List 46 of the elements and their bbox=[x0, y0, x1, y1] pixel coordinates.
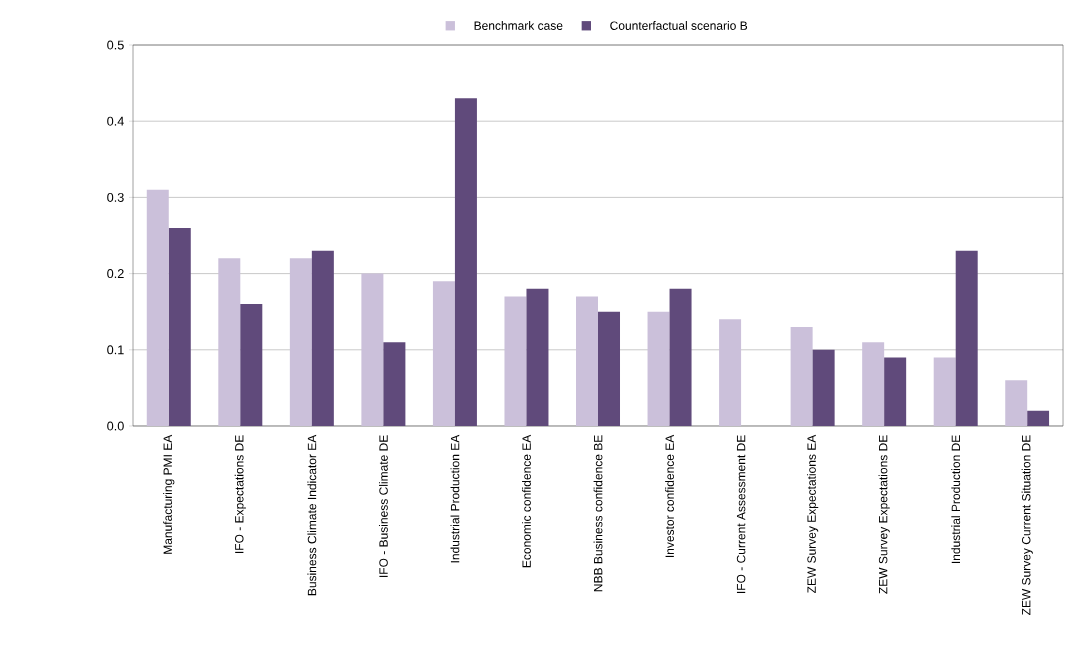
bar bbox=[719, 319, 742, 426]
x-tick-label: Economic confidence EA bbox=[522, 434, 531, 568]
bar bbox=[383, 342, 406, 426]
bar bbox=[933, 357, 956, 426]
y-tick-label: 0.4 bbox=[107, 116, 124, 126]
y-tick-label: 0.5 bbox=[107, 40, 124, 50]
bar bbox=[669, 288, 692, 426]
y-tick-label: 0.2 bbox=[107, 269, 124, 279]
x-tick-label: IFO - Current Assessment DE bbox=[736, 435, 746, 593]
bar bbox=[240, 304, 263, 426]
bar bbox=[647, 311, 670, 426]
y-tick-label: 0.0 bbox=[107, 421, 124, 431]
x-tick-label: NBB Business confidence BE bbox=[593, 435, 603, 592]
bar bbox=[790, 326, 813, 426]
x-tick-label: Industrial Production DE bbox=[951, 435, 961, 563]
bar bbox=[955, 250, 978, 426]
bar bbox=[361, 273, 384, 426]
bar bbox=[168, 227, 191, 426]
bar bbox=[576, 296, 599, 426]
bar bbox=[504, 296, 527, 426]
bar bbox=[526, 288, 549, 426]
y-tick-label: 0.3 bbox=[107, 192, 124, 202]
bar bbox=[454, 98, 477, 426]
x-tick-label: IFO - Business Climate DE bbox=[378, 435, 388, 577]
x-tick-label: Business Climate Indicator EA bbox=[307, 434, 317, 596]
x-tick-label: IFO - Expectations DE bbox=[234, 435, 246, 553]
bar bbox=[289, 258, 312, 426]
x-tick-label: Industrial Production EA bbox=[450, 434, 460, 563]
bar bbox=[1005, 380, 1028, 426]
bar bbox=[812, 349, 835, 426]
x-tick-label: ZEW Survey Current Situation DE bbox=[1021, 435, 1033, 616]
bar bbox=[862, 342, 885, 426]
x-tick-label: Manufacturing PMI EA bbox=[163, 434, 175, 554]
x-tick-label: ZEW Survey Expectations EA bbox=[807, 434, 819, 594]
bar bbox=[146, 189, 169, 426]
x-tick-label: ZEW Survey Expectations DE bbox=[878, 435, 890, 594]
bar bbox=[311, 250, 334, 426]
bar bbox=[598, 311, 621, 426]
bar bbox=[1027, 410, 1050, 426]
x-tick-label: Investor confidence EA bbox=[665, 434, 674, 558]
legend-label: Benchmark case bbox=[474, 21, 563, 30]
bar bbox=[218, 258, 241, 426]
legend-label: Counterfactual scenario B bbox=[610, 21, 748, 30]
bar bbox=[884, 357, 907, 426]
y-tick-label: 0.1 bbox=[107, 345, 124, 355]
bar bbox=[432, 281, 455, 426]
